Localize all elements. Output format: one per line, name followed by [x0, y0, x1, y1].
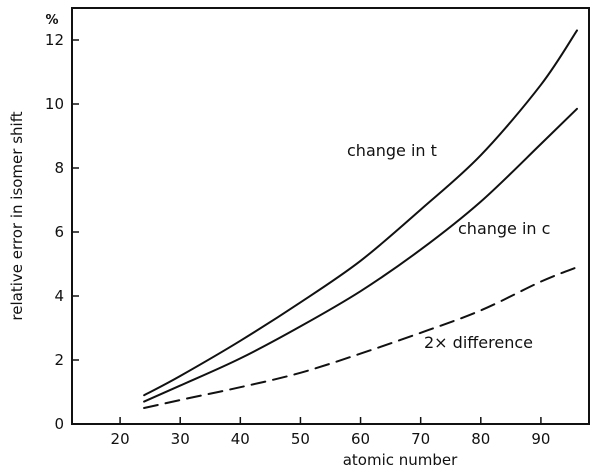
y-tick-label: 8	[54, 159, 64, 177]
x-tick-label: 70	[411, 430, 430, 448]
y-axis-ticks: 0 2 4 6 8 10 12	[45, 31, 79, 433]
x-tick-label: 80	[471, 430, 490, 448]
series-line-change-in-t	[143, 29, 578, 397]
x-axis-ticks: 20 30 40 50 60 70 80 90	[111, 417, 550, 448]
x-tick-label: 40	[231, 430, 250, 448]
x-tick-label: 20	[111, 430, 130, 448]
y-tick-label: 2	[54, 351, 64, 369]
series-line-change-in-c	[143, 107, 578, 403]
y-tick-label: 12	[45, 31, 64, 49]
x-tick-label: 50	[291, 430, 310, 448]
y-tick-label: 10	[45, 95, 64, 113]
series-label-change-in-c: change in c	[458, 219, 550, 238]
y-axis-label: relative error in isomer shift	[8, 111, 26, 320]
plot-frame	[71, 7, 590, 425]
x-axis-label: atomic number	[343, 451, 458, 469]
y-tick-label: 6	[54, 223, 64, 241]
series-label-change-in-t: change in t	[347, 141, 437, 160]
y-tick-label: 0	[54, 415, 64, 433]
x-tick-label: 90	[531, 430, 550, 448]
series-lines	[143, 29, 578, 409]
y-tick-label: 4	[54, 287, 64, 305]
series-line-2x-difference	[143, 266, 578, 409]
x-tick-label: 60	[351, 430, 370, 448]
x-tick-label: 30	[171, 430, 190, 448]
y-unit-label: %	[45, 13, 58, 28]
series-label-2x-difference: 2× difference	[424, 333, 533, 352]
